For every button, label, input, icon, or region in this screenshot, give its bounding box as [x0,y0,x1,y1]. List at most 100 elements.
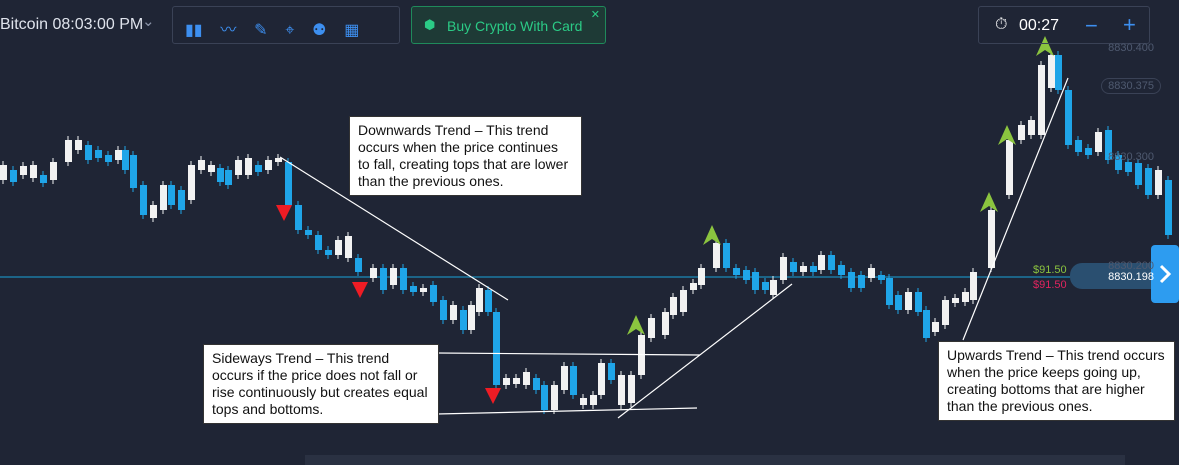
candle [30,165,37,178]
candle [140,185,147,215]
candle [476,288,483,312]
candle [698,268,705,285]
annotation: Sideways Trend – This trend occurs if th… [203,344,439,424]
candle [130,155,137,188]
candle [493,312,500,385]
candle [335,240,342,255]
candle [743,270,750,280]
payout-down: $91.50 [1033,279,1067,291]
candle [762,282,769,290]
candle [122,150,129,170]
candle [523,372,530,385]
candle [410,286,417,292]
candle [1018,125,1025,140]
down-arrow [276,205,292,221]
promo-icon: ⬢ [424,17,436,32]
candle [848,272,855,288]
candle [1038,65,1045,135]
up-arrow [998,125,1016,145]
candle [150,205,157,218]
payout-up: $91.50 [1033,264,1067,276]
candle [810,266,817,272]
candle [713,243,720,268]
candle [1048,55,1055,88]
candle [420,288,427,292]
candle [485,290,492,312]
promo-button[interactable]: ⬢ Buy Crypto With Card ✕ [411,6,606,44]
candle [390,268,397,285]
candle [95,150,102,158]
up-arrow [980,192,998,212]
candle [670,297,677,315]
candle [868,268,875,278]
current-price: 8830.198 [1108,271,1154,283]
candle [85,145,92,160]
candle [20,166,27,175]
candle [723,243,730,268]
candle [828,255,835,270]
tool-icons[interactable]: ▮▮ 〰 ✎ ⌖ ⚉ ▦ [185,22,360,39]
candle [752,272,759,290]
candle [345,236,352,258]
candle [818,255,825,270]
candle [1115,155,1122,170]
candle [1145,168,1152,195]
candle [503,378,510,385]
candle [355,258,362,272]
minus-button[interactable]: − [1085,13,1098,38]
candle [580,398,587,405]
candle [285,162,292,205]
asset-dropdown[interactable]: ⌄ [142,13,155,30]
candle [0,165,7,180]
candle [878,275,885,280]
trend-lines [279,77,1069,419]
candle [628,375,635,403]
candle [915,292,922,312]
up-arrows [627,36,1054,335]
timer: 00:27 [1019,17,1060,34]
asset-name[interactable]: Bitcoin 08:03:00 PM [0,16,144,33]
candle [198,160,205,170]
plus-button[interactable]: + [1123,12,1136,37]
candle [10,170,17,182]
candle [305,230,312,235]
candle [533,378,540,390]
expand-button[interactable] [1151,245,1179,303]
candle [598,363,605,395]
candle [942,300,949,325]
timer-box: ⏱ 00:27 − + [978,6,1150,44]
candle [295,205,302,230]
candle [886,278,893,305]
candle [1135,163,1142,185]
candle [1105,130,1112,160]
candle [255,165,262,172]
up-arrow [1036,36,1054,56]
candle [1065,90,1072,145]
candle [858,275,865,288]
candle [770,280,777,295]
price-tick: 8830.375 [1101,78,1161,94]
candle [618,375,625,405]
candle [160,185,167,210]
candle [440,300,447,320]
candle [895,295,902,310]
candle [265,160,272,170]
candle [275,158,282,162]
candle [50,162,57,180]
trend-line [617,283,793,419]
timer-icon: ⏱ [995,16,1008,33]
promo-close[interactable]: ✕ [590,9,600,21]
candle [513,378,520,384]
candle [680,290,687,312]
candle [1028,120,1035,135]
candle [988,210,995,268]
candle [115,150,122,160]
trend-line [279,156,509,301]
candle [217,168,224,182]
candle [932,322,939,332]
trend-line [436,352,701,356]
candle [450,305,457,320]
candle [75,140,82,150]
candle [400,268,407,290]
